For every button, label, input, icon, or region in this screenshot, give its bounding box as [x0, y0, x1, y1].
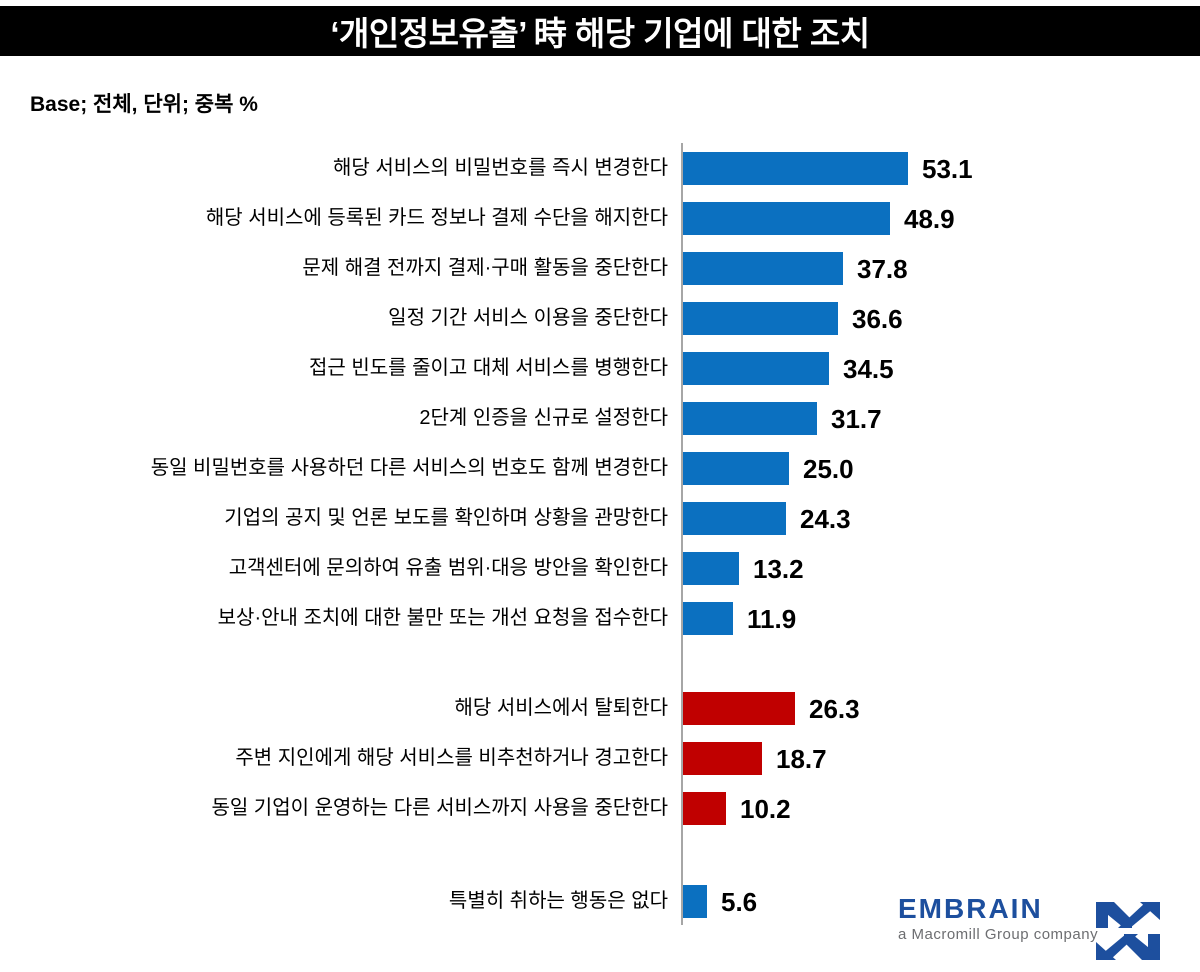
- bar: [683, 352, 829, 385]
- bar-row: 문제 해결 전까지 결제·구매 활동을 중단한다 37.8: [0, 252, 1200, 285]
- bar-row: 보상·안내 조치에 대한 불만 또는 개선 요청을 접수한다 11.9: [0, 602, 1200, 635]
- bar-label: 동일 비밀번호를 사용하던 다른 서비스의 번호도 함께 변경한다: [150, 457, 668, 479]
- page-title: ‘개인정보유출’ 時 해당 기업에 대한 조치: [330, 15, 870, 52]
- bar-label: 기업의 공지 및 언론 보도를 확인하며 상황을 관망한다: [224, 507, 668, 529]
- bar: [683, 602, 733, 635]
- bar-label: 해당 서비스의 비밀번호를 즉시 변경한다: [332, 157, 668, 179]
- bar-label: 주변 지인에게 해당 서비스를 비추천하거나 경고한다: [235, 747, 668, 769]
- bar-row: 기업의 공지 및 언론 보도를 확인하며 상황을 관망한다 24.3: [0, 502, 1200, 535]
- bar-label: 보상·안내 조치에 대한 불만 또는 개선 요청을 접수한다: [217, 607, 668, 629]
- bar-row: 고객센터에 문의하여 유출 범위·대응 방안을 확인한다 13.2: [0, 552, 1200, 585]
- bar: [683, 452, 789, 485]
- macromill-arrows-icon: [1096, 902, 1160, 960]
- bar-row: 일정 기간 서비스 이용을 중단한다 36.6: [0, 302, 1200, 335]
- title-bar: ‘개인정보유출’ 時 해당 기업에 대한 조치: [0, 6, 1200, 56]
- brand-wordmark: EMBRAIN: [898, 893, 1043, 924]
- bar-label: 고객센터에 문의하여 유출 범위·대응 방안을 확인한다: [228, 557, 668, 579]
- bar-row: 동일 비밀번호를 사용하던 다른 서비스의 번호도 함께 변경한다 25.0: [0, 452, 1200, 485]
- bar: [683, 692, 795, 725]
- bar: [683, 742, 762, 775]
- bar-value-label: 10.2: [740, 794, 791, 824]
- bar-row: 동일 기업이 운영하는 다른 서비스까지 사용을 중단한다 10.2: [0, 792, 1200, 825]
- bar-label: 해당 서비스에서 탈퇴한다: [454, 697, 668, 719]
- bar-label: 특별히 취하는 행동은 없다: [448, 890, 668, 912]
- bar-value-label: 11.9: [747, 604, 797, 634]
- bar: [683, 792, 726, 825]
- bar-row: 2단계 인증을 신규로 설정한다 31.7: [0, 402, 1200, 435]
- bar-label: 문제 해결 전까지 결제·구매 활동을 중단한다: [302, 257, 668, 279]
- bar-value-label: 5.6: [721, 887, 758, 917]
- bar-value-label: 36.6: [852, 304, 903, 334]
- bar-label: 해당 서비스에 등록된 카드 정보나 결제 수단을 해지한다: [205, 207, 668, 229]
- bar-row: 주변 지인에게 해당 서비스를 비추천하거나 경고한다 18.7: [0, 742, 1200, 775]
- bar-row: 해당 서비스의 비밀번호를 즉시 변경한다 53.1: [0, 152, 1200, 185]
- bar-label: 2단계 인증을 신규로 설정한다: [419, 407, 668, 429]
- bar: [683, 252, 843, 285]
- bar-value-label: 53.1: [922, 154, 973, 184]
- bar: [683, 202, 890, 235]
- bar-value-label: 48.9: [904, 204, 955, 234]
- brand-subtext: a Macromill Group company: [898, 926, 1099, 943]
- base-note: Base; 전체, 단위; 중복 %: [30, 93, 258, 116]
- bar: [683, 152, 908, 185]
- bar: [683, 402, 817, 435]
- bar: [683, 502, 786, 535]
- bar-value-label: 34.5: [843, 354, 894, 384]
- bar: [683, 302, 838, 335]
- bar-value-label: 13.2: [753, 554, 804, 584]
- bar-value-label: 26.3: [809, 694, 860, 724]
- bar-value-label: 37.8: [857, 254, 908, 284]
- bar-label: 접근 빈도를 줄이고 대체 서비스를 병행한다: [309, 357, 668, 379]
- bar-row: 접근 빈도를 줄이고 대체 서비스를 병행한다 34.5: [0, 352, 1200, 385]
- bar-value-label: 25.0: [803, 454, 854, 484]
- bar-row: 해당 서비스에서 탈퇴한다 26.3: [0, 692, 1200, 725]
- axis-line: [681, 143, 683, 925]
- bar-row: 해당 서비스에 등록된 카드 정보나 결제 수단을 해지한다 48.9: [0, 202, 1200, 235]
- bar: [683, 885, 707, 918]
- bar-value-label: 24.3: [800, 504, 851, 534]
- bar-label: 일정 기간 서비스 이용을 중단한다: [388, 307, 668, 329]
- bar: [683, 552, 739, 585]
- bar-label: 동일 기업이 운영하는 다른 서비스까지 사용을 중단한다: [211, 797, 668, 819]
- bar-value-label: 18.7: [776, 744, 827, 774]
- brand-logo: EMBRAIN a Macromill Group company: [898, 893, 1099, 944]
- bar-row: 특별히 취하는 행동은 없다 5.6: [0, 885, 1200, 918]
- bar-value-label: 31.7: [831, 404, 882, 434]
